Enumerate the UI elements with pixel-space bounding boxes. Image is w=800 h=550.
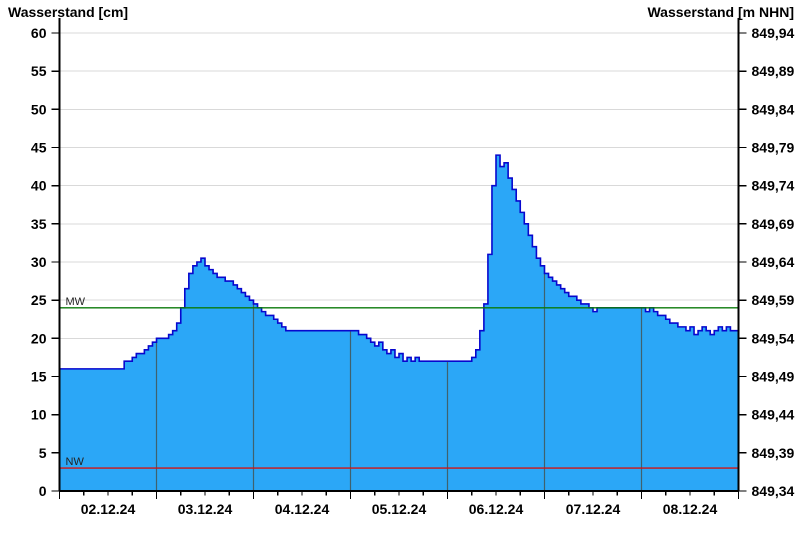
x-tick-label: 04.12.24 — [275, 501, 330, 517]
left-tick-label: 25 — [31, 292, 47, 308]
x-tick-label: 02.12.24 — [81, 501, 136, 517]
y-axis-right: 849,34 849,39 849,44 849,49 849,54 849,59 849,… — [738, 25, 795, 499]
left-axis-title: Wasserstand [cm] — [8, 4, 129, 20]
right-tick-label: 849,34 — [752, 483, 795, 499]
left-tick-label: 15 — [31, 369, 47, 385]
right-tick-label: 849,39 — [752, 445, 795, 461]
reference-lines: MW NW — [59, 296, 739, 469]
right-tick-label: 849,94 — [752, 25, 795, 41]
right-tick-label: 849,44 — [752, 407, 795, 423]
right-tick-label: 849,79 — [752, 140, 795, 156]
right-tick-label: 849,69 — [752, 216, 795, 232]
water-level-area — [59, 155, 739, 491]
right-tick-label: 849,59 — [752, 292, 795, 308]
x-tick-label: 07.12.24 — [566, 501, 621, 517]
left-tick-label: 55 — [31, 63, 47, 79]
left-tick-label: 35 — [31, 216, 47, 232]
right-tick-label: 849,89 — [752, 63, 795, 79]
x-tick-label: 06.12.24 — [469, 501, 524, 517]
nw-reference-label: NW — [66, 456, 85, 468]
y-axis-left: 0 5 10 15 20 25 30 35 40 45 50 55 60 — [31, 25, 60, 499]
left-tick-label: 0 — [39, 483, 47, 499]
left-tick-label: 60 — [31, 25, 47, 41]
left-tick-label: 50 — [31, 101, 47, 117]
left-tick-label: 45 — [31, 140, 47, 156]
left-tick-label: 20 — [31, 330, 47, 346]
x-tick-label: 08.12.24 — [663, 501, 718, 517]
mw-reference-label: MW — [66, 296, 86, 308]
x-tick-label: 05.12.24 — [372, 501, 427, 517]
right-axis-title: Wasserstand [m NHN] — [647, 4, 794, 20]
left-tick-label: 10 — [31, 407, 47, 423]
left-tick-label: 30 — [31, 254, 47, 270]
right-tick-label: 849,54 — [752, 330, 795, 346]
right-tick-label: 849,84 — [752, 101, 795, 117]
left-tick-label: 5 — [39, 445, 47, 461]
right-tick-label: 849,64 — [752, 254, 795, 270]
right-tick-label: 849,49 — [752, 369, 795, 385]
right-tick-label: 849,74 — [752, 178, 795, 194]
x-tick-label: 03.12.24 — [178, 501, 233, 517]
x-axis: 02.12.24 03.12.24 04.12.24 05.12.24 06.12.24… — [58, 491, 740, 517]
left-tick-label: 40 — [31, 178, 47, 194]
